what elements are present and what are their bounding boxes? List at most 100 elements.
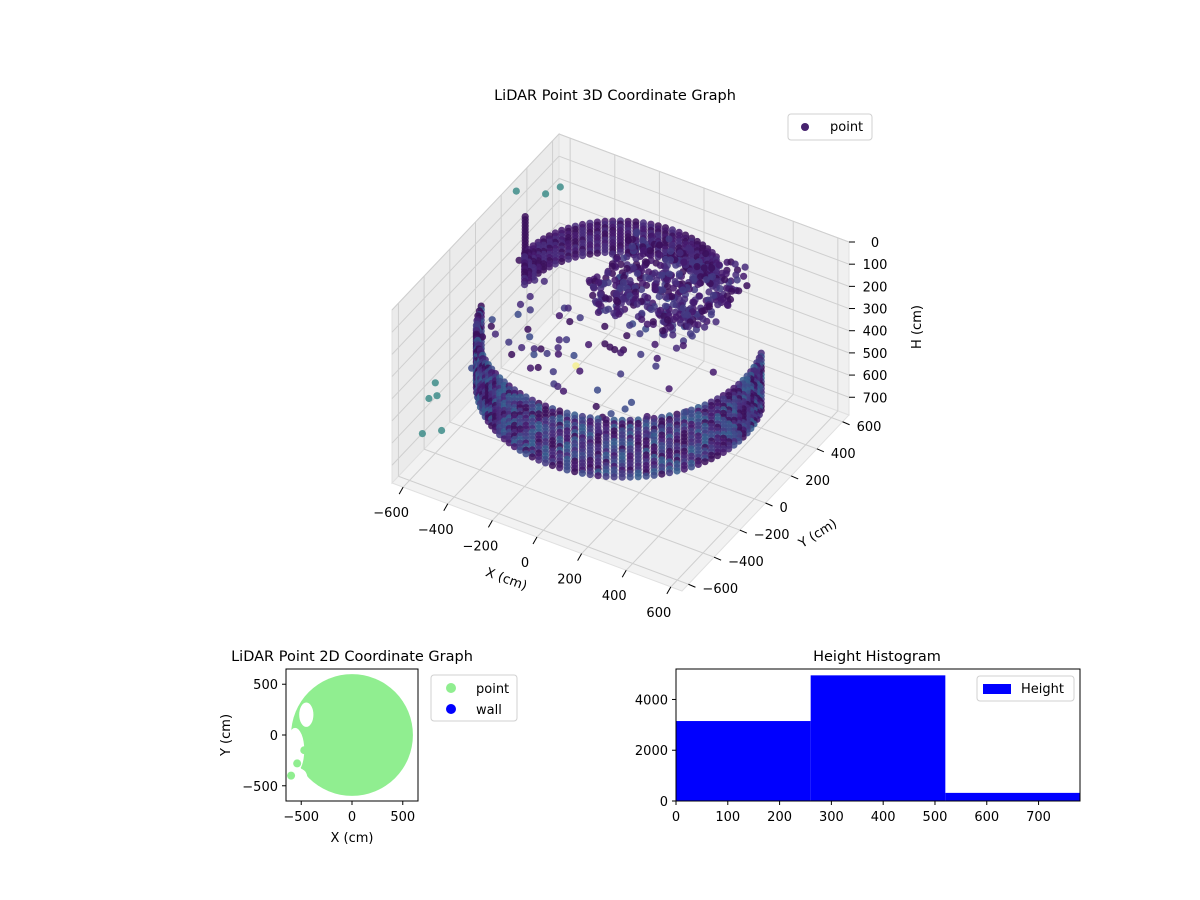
- y-tick-3d: [842, 421, 850, 426]
- point-3d: [537, 345, 545, 353]
- z-tick-label-3d: 100: [863, 258, 888, 273]
- point-3d: [705, 303, 714, 311]
- point-3d: [665, 235, 673, 243]
- title-histogram: Height Histogram: [813, 649, 941, 665]
- point-3d: [521, 281, 529, 289]
- point-3d: [655, 292, 663, 301]
- point-3d: [670, 315, 678, 323]
- point-3d: [601, 248, 609, 257]
- point-3d: [602, 306, 610, 315]
- point-3d: [640, 246, 648, 254]
- x-tick-label-histogram: 400: [871, 810, 896, 825]
- point-3d: [638, 315, 646, 323]
- point-3d: [662, 293, 670, 301]
- y-tick-label-3d: 600: [857, 420, 882, 435]
- point-3d: [593, 386, 602, 394]
- point-3d: [620, 254, 628, 262]
- point-area-2d: [286, 674, 413, 796]
- point-3d: [487, 322, 495, 330]
- point-3d: [524, 325, 532, 333]
- y-tick-3d: [816, 448, 825, 453]
- point-3d: [610, 473, 618, 481]
- histogram-bar: [676, 721, 811, 801]
- point-3d: [716, 285, 724, 293]
- point-3d: [680, 258, 688, 266]
- point-3d: [515, 256, 523, 264]
- point-3d: [626, 473, 634, 481]
- point-3d: [530, 351, 538, 359]
- point-3d: [675, 295, 683, 303]
- point-3d: [684, 323, 693, 331]
- point-3d: [675, 270, 684, 278]
- legend-label-height: Height: [1021, 682, 1064, 697]
- y-tick-3d: [688, 583, 696, 588]
- point-3d: [594, 308, 603, 316]
- point-3d: [709, 291, 718, 299]
- y-axis-label-3d: Y (cm): [796, 517, 840, 553]
- point-3d: [564, 255, 573, 263]
- legend-histogram: Height: [976, 675, 1075, 702]
- point-3d: [642, 472, 650, 480]
- point-3d: [673, 467, 681, 475]
- point-3d: [505, 439, 513, 447]
- point-3d: [633, 228, 641, 236]
- point-3d: [545, 263, 553, 271]
- title-2d: LiDAR Point 2D Coordinate Graph: [231, 649, 473, 665]
- point-3d: [616, 248, 625, 256]
- gridline-3d: [558, 133, 850, 243]
- legend-marker-wall-2d: [446, 704, 456, 714]
- point-3d: [645, 275, 654, 283]
- point-3d: [701, 458, 709, 466]
- point-3d: [554, 382, 562, 390]
- gridline-3d: [558, 177, 850, 287]
- point-3d: [685, 244, 693, 252]
- point-2d: [309, 743, 318, 752]
- gridline-3d: [391, 155, 560, 333]
- gridline-3d: [398, 475, 689, 585]
- x-tick-3d: [621, 569, 627, 578]
- point-3d: [743, 282, 751, 290]
- point-3d: [733, 276, 741, 284]
- point-3d: [663, 316, 672, 324]
- x-tick-label-3d: −400: [418, 523, 454, 538]
- point-3d: [637, 350, 645, 358]
- point-3d: [555, 336, 563, 344]
- point-3d: [590, 283, 598, 291]
- point-3d: [601, 340, 609, 348]
- point-3d: [694, 460, 702, 468]
- legend-label-point-2d: point: [476, 682, 509, 697]
- point-3d: [647, 305, 655, 313]
- y-tick-label-3d: −400: [728, 555, 764, 570]
- point-3d: [576, 314, 584, 322]
- y-tick-label-3d: 0: [780, 501, 788, 516]
- point-3d: [686, 267, 694, 275]
- x-tick-label-3d: −600: [373, 506, 409, 521]
- point-3d: [662, 265, 670, 273]
- point-3d: [516, 300, 525, 308]
- y-tick-label-3d: −200: [754, 528, 790, 543]
- point-3d: [645, 268, 653, 276]
- point-3d: [611, 276, 619, 284]
- x-tick-3d: [398, 486, 404, 495]
- point-3d: [708, 273, 717, 281]
- point-3d: [714, 301, 722, 309]
- point-3d: [601, 322, 609, 330]
- point-3d: [722, 284, 731, 292]
- point-3d: [570, 351, 578, 360]
- x-tick-label-3d: −200: [463, 539, 499, 554]
- x-tick-3d: [666, 586, 672, 595]
- point-3d: [623, 264, 631, 273]
- point-3d: [741, 263, 749, 271]
- point-3d: [627, 398, 636, 406]
- point-3d: [699, 315, 707, 323]
- point-3d: [593, 249, 602, 257]
- point-3d: [697, 273, 705, 281]
- point-3d: [643, 320, 652, 328]
- x-tick-3d: [577, 553, 583, 561]
- gridline-3d: [391, 178, 560, 355]
- x-tick-label-2d: 500: [390, 810, 415, 825]
- point-3d: [606, 343, 614, 351]
- chart-3d: LiDAR Point 3D Coordinate Graph −600 −400…: [373, 88, 925, 621]
- point-2d: [293, 759, 302, 768]
